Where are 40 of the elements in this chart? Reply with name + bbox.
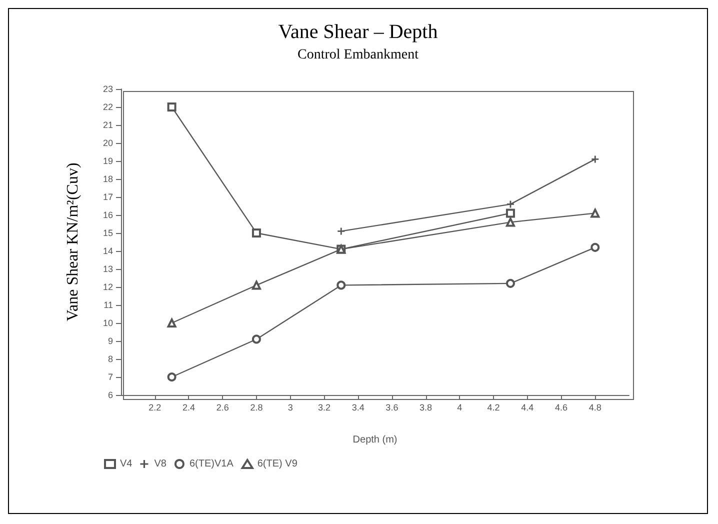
y-tick-label: 22 [102,102,113,112]
y-tick-label: 10 [102,318,113,328]
x-tick-label: 3.4 [352,402,364,412]
y-tick-label: 20 [102,138,113,148]
x-tick-label: 4.2 [487,402,500,412]
chart-subtitle: Control Embankment [298,48,419,62]
y-tick-label: 15 [102,228,113,238]
y-tick-label: 6 [108,390,113,400]
x-axis-title: Depth (m) [352,434,398,446]
x-tick-label: 2.8 [250,402,263,412]
x-tick-label: 3.6 [386,402,398,412]
x-tick-label: 2.6 [216,402,229,412]
y-tick-label: 21 [102,120,113,130]
y-tick-label: 18 [102,174,113,184]
legend-label: 6(TE) V9 [257,458,298,470]
y-axis-title: Vane Shear KN/m²(Cuv) [64,162,82,322]
x-tick-label: 2.2 [148,402,162,412]
y-tick-label: 23 [102,84,113,94]
legend-label: V8 [154,458,167,470]
x-tick-label: 4.4 [521,402,534,412]
x-tick-label: 3 [288,402,293,412]
legend-label: 6(TE)V1A [189,458,234,470]
y-tick-label: 11 [104,300,113,310]
x-tick-label: 3.2 [318,402,330,412]
y-tick-label: 19 [102,156,113,166]
y-tick-label: 8 [108,354,113,364]
y-tick-label: 13 [102,264,113,274]
x-tick-label: 4.6 [555,402,568,412]
y-tick-label: 14 [102,246,113,256]
x-tick-label: 4 [457,402,462,412]
y-tick-label: 17 [102,192,113,202]
y-tick-label: 9 [108,336,113,346]
x-tick-label: 2.4 [182,402,195,412]
y-tick-label: 12 [102,282,113,292]
y-tick-label: 7 [108,372,113,382]
legend-label: V4 [120,458,133,470]
chart-title: Vane Shear – Depth [278,21,438,43]
x-tick-label: 4.8 [588,402,602,412]
x-tick-label: 3.8 [420,402,432,412]
y-tick-label: 16 [102,210,113,220]
